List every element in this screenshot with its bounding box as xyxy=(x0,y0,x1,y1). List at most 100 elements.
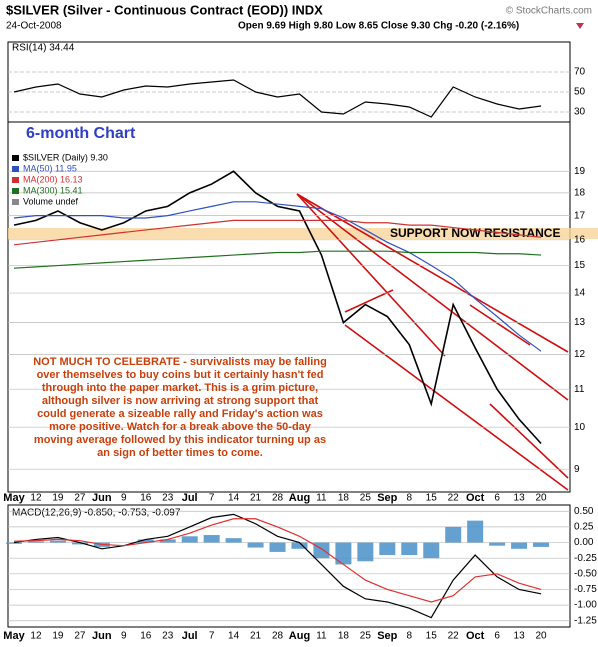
y-tick-label: 19 xyxy=(574,166,586,177)
bar xyxy=(159,539,176,543)
rsi-panel xyxy=(7,41,571,123)
x-tick-label: 18 xyxy=(338,631,350,642)
x-tick-label: 18 xyxy=(338,493,350,504)
bar xyxy=(71,542,88,545)
legend-swatch xyxy=(12,155,19,161)
x-tick-label: 25 xyxy=(360,631,372,642)
annotation: NOT MUCH TO CELEBRATE - survivalists may… xyxy=(33,356,327,459)
macd-panel xyxy=(7,504,571,628)
x-tick-label: Jun xyxy=(92,492,112,504)
date: 24-Oct-2008 xyxy=(6,21,62,32)
x-tick-label: 11 xyxy=(316,493,327,504)
x-tick-label: 12 xyxy=(30,631,42,642)
y-tick-label: -1.00 xyxy=(574,600,597,611)
x-tick-label: 8 xyxy=(406,631,412,642)
bar xyxy=(291,542,308,549)
x-tick-label: 23 xyxy=(162,631,174,642)
x-tick-label: 28 xyxy=(272,493,284,504)
x-tick-label: 16 xyxy=(140,631,152,642)
legend-swatch xyxy=(12,188,19,194)
bar xyxy=(203,535,220,543)
bar xyxy=(269,542,286,552)
x-tick-label: Jul xyxy=(182,630,198,642)
legend-label: Volume undef xyxy=(23,196,79,206)
y-tick-label: 50 xyxy=(574,87,586,98)
bar xyxy=(137,539,154,543)
y-tick-label: 15 xyxy=(574,260,586,271)
x-tick-label: 11 xyxy=(316,631,327,642)
y-tick-label: 10 xyxy=(574,422,586,433)
legend-swatch xyxy=(12,177,19,183)
y-tick-label: 0.50 xyxy=(574,506,594,517)
x-tick-label: Jun xyxy=(92,630,112,642)
bar xyxy=(247,542,264,548)
y-tick-label: 17 xyxy=(574,210,586,221)
legend-swatch xyxy=(12,199,19,205)
x-tick-label: 27 xyxy=(74,631,86,642)
panel-label: RSI(14) 34.44 xyxy=(12,43,75,54)
x-tick-label: 22 xyxy=(448,631,460,642)
bar xyxy=(511,542,528,549)
bar xyxy=(423,542,440,559)
series-line xyxy=(13,250,542,269)
y-tick-label: 0.00 xyxy=(574,537,594,548)
support-band xyxy=(8,228,598,239)
x-tick-label: Oct xyxy=(466,630,485,642)
bar xyxy=(357,542,374,562)
x-tick-label: 14 xyxy=(228,631,240,642)
panel-label: MACD(12,26,9) -0.850, -0.753, -0.097 xyxy=(12,508,181,519)
bar xyxy=(379,542,396,556)
price-panel xyxy=(7,121,571,493)
y-tick-label: 70 xyxy=(574,67,586,78)
x-tick-label: 13 xyxy=(514,631,526,642)
bar xyxy=(6,542,22,544)
annotation: SUPPORT NOW RESISTANCE xyxy=(390,226,560,240)
y-tick-label: 13 xyxy=(574,317,586,328)
y-tick-label: -0.50 xyxy=(574,568,597,579)
quote: Open 9.69 High 9.80 Low 8.65 Close 9.30 … xyxy=(238,21,519,32)
x-tick-label: 25 xyxy=(360,493,372,504)
series-line xyxy=(13,201,542,352)
y-tick-label: 11 xyxy=(574,384,585,395)
x-tick-label: May xyxy=(3,492,25,504)
x-tick-label: 21 xyxy=(250,631,262,642)
chart-title: $SILVER (Silver - Continuous Contract (E… xyxy=(6,2,323,17)
x-tick-label: 14 xyxy=(228,493,240,504)
series-line xyxy=(13,513,542,619)
x-tick-label: 22 xyxy=(448,493,460,504)
x-tick-label: Sep xyxy=(377,492,397,504)
bar xyxy=(533,542,550,547)
y-tick-label: 18 xyxy=(574,187,586,198)
x-tick-label: 19 xyxy=(52,493,64,504)
x-tick-label: 8 xyxy=(406,493,412,504)
source: © StockCharts.com xyxy=(506,6,592,17)
chart-label: 6-month Chart xyxy=(26,125,136,142)
series-line xyxy=(13,518,542,603)
x-tick-label: 6 xyxy=(494,493,500,504)
x-tick-label: 6 xyxy=(494,631,500,642)
bar xyxy=(313,542,330,559)
bar xyxy=(467,520,484,543)
series-line xyxy=(13,170,542,445)
legend-label: $SILVER (Daily) 9.30 xyxy=(23,152,108,162)
bar xyxy=(335,542,352,565)
x-tick-label: Jul xyxy=(182,492,198,504)
x-tick-label: 20 xyxy=(535,493,547,504)
legend-label: MA(300) 15.41 xyxy=(23,185,83,195)
bar xyxy=(401,542,418,556)
x-tick-label: 7 xyxy=(209,493,215,504)
bar xyxy=(225,538,242,543)
x-tick-label: 23 xyxy=(162,493,174,504)
bar xyxy=(489,542,506,546)
series-line xyxy=(13,79,542,118)
x-tick-label: 9 xyxy=(121,631,127,642)
y-tick-label: 0.25 xyxy=(574,522,594,533)
y-tick-label: -0.75 xyxy=(574,584,597,595)
x-tick-label: 27 xyxy=(74,493,86,504)
y-tick-label: 12 xyxy=(574,349,586,360)
y-tick-label: 9 xyxy=(574,464,580,475)
bar xyxy=(27,541,44,543)
x-tick-label: Aug xyxy=(289,492,310,504)
series-line xyxy=(13,219,542,246)
